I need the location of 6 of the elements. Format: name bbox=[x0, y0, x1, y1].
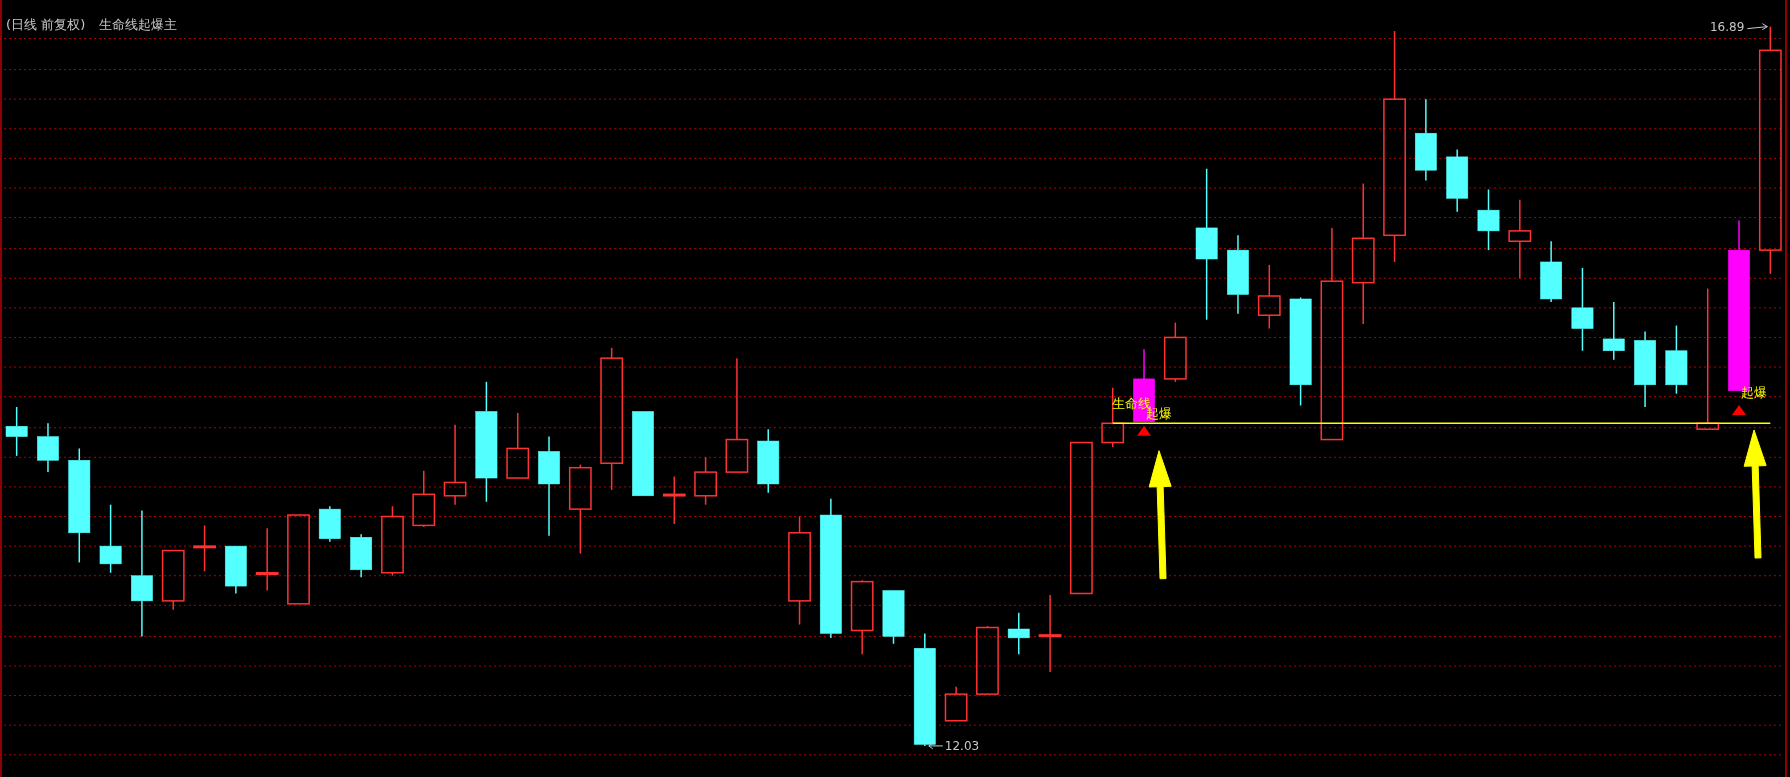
annotation: 16.89 bbox=[1709, 19, 1745, 34]
annotation: 12.03 bbox=[928, 738, 980, 753]
text: 生命线起爆主 bbox=[99, 17, 178, 32]
text: (日线 前复权) bbox=[6, 17, 86, 32]
annotation: 16.89 bbox=[1710, 19, 1768, 34]
annotation: 12.03 bbox=[944, 738, 980, 753]
